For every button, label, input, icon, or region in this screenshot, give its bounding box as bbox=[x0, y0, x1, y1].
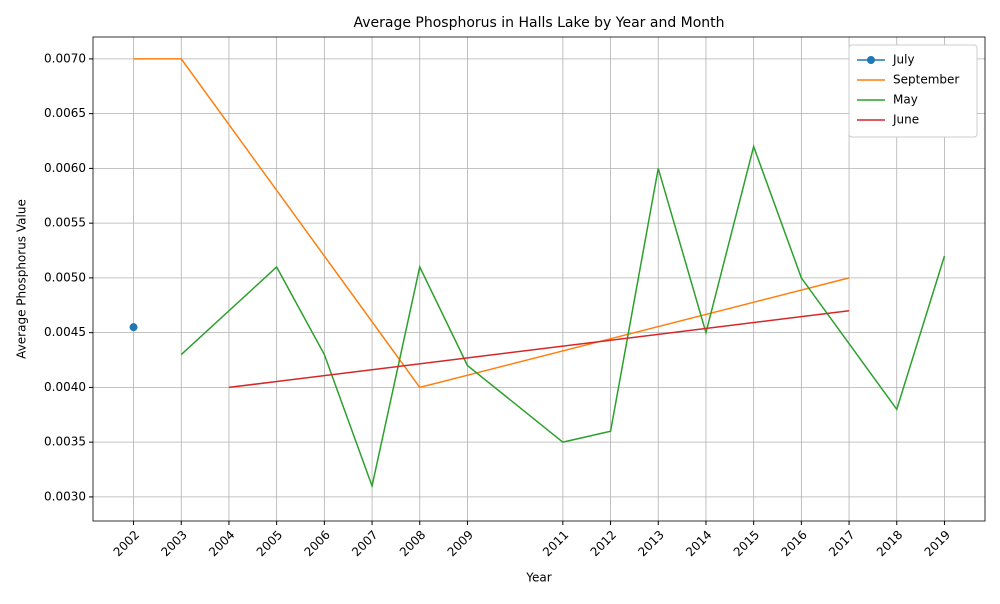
legend-label: July bbox=[892, 53, 915, 67]
x-tick-label: 2007 bbox=[349, 528, 380, 559]
chart-title: Average Phosphorus in Halls Lake by Year… bbox=[353, 15, 724, 31]
series-marker bbox=[129, 323, 138, 332]
x-tick-label: 2002 bbox=[111, 528, 142, 559]
legend-label: June bbox=[892, 113, 919, 127]
y-tick-label: 0.0055 bbox=[44, 216, 86, 230]
x-tick-label: 2003 bbox=[158, 528, 189, 559]
y-tick-label: 0.0060 bbox=[44, 161, 86, 175]
x-tick-label: 2013 bbox=[635, 528, 666, 559]
plot-frame bbox=[92, 36, 986, 522]
y-tick-label: 0.0030 bbox=[44, 489, 86, 503]
x-tick-label: 2005 bbox=[254, 528, 285, 559]
x-tick-label: 2008 bbox=[397, 528, 428, 559]
legend-box bbox=[848, 44, 978, 138]
x-tick-label: 2019 bbox=[922, 528, 953, 559]
y-tick-label: 0.0050 bbox=[44, 270, 86, 284]
x-tick-label: 2004 bbox=[206, 528, 237, 559]
legend-label: May bbox=[893, 93, 918, 107]
x-tick-label: 2015 bbox=[731, 528, 762, 559]
x-tick-label: 2017 bbox=[826, 528, 857, 559]
y-tick-label: 0.0035 bbox=[44, 435, 86, 449]
series-line bbox=[180, 143, 946, 489]
x-tick-label: 2012 bbox=[588, 528, 619, 559]
y-tick-label: 0.0040 bbox=[44, 380, 86, 394]
series-line bbox=[133, 58, 850, 389]
y-tick-label: 0.0065 bbox=[44, 106, 86, 120]
x-tick-label: 2011 bbox=[540, 528, 571, 559]
series-line bbox=[228, 310, 850, 389]
x-tick-label: 2016 bbox=[778, 528, 809, 559]
legend-marker bbox=[867, 56, 875, 64]
y-axis-label: Average Phosphorus Value bbox=[15, 199, 29, 359]
x-tick-label: 2009 bbox=[445, 528, 476, 559]
x-axis-label: Year bbox=[525, 571, 551, 585]
x-tick-label: 2014 bbox=[683, 528, 714, 559]
x-tick-label: 2006 bbox=[301, 528, 332, 559]
legend-label: September bbox=[893, 73, 959, 87]
y-tick-label: 0.0070 bbox=[44, 51, 86, 65]
x-tick-label: 2018 bbox=[874, 528, 905, 559]
y-tick-label: 0.0045 bbox=[44, 325, 86, 339]
